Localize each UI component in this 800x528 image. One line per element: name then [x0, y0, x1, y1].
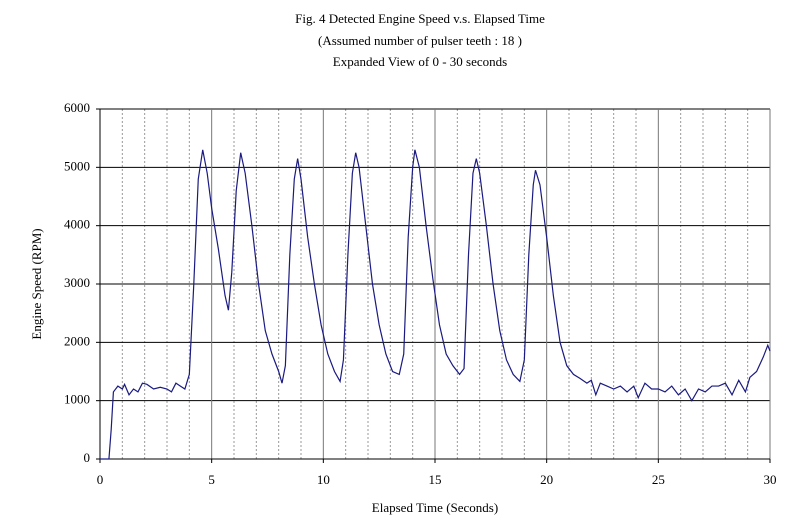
chart-title: Fig. 4 Detected Engine Speed v.s. Elapse…: [295, 11, 545, 26]
chart-subtitle: (Assumed number of pulser teeth : 18 ): [318, 33, 522, 48]
x-tick-label: 10: [317, 472, 330, 487]
y-tick-label: 4000: [64, 217, 90, 232]
data-line: [100, 149, 771, 460]
x-tick-label: 30: [764, 472, 777, 487]
y-tick-label: 1000: [64, 392, 90, 407]
x-tick-label: 5: [208, 472, 215, 487]
y-axis-label: Engine Speed (RPM): [29, 228, 44, 339]
y-tick-label: 5000: [64, 158, 90, 173]
x-tick-label: 20: [540, 472, 553, 487]
x-axis-label: Elapsed Time (Seconds): [372, 500, 498, 515]
y-tick-label: 2000: [64, 333, 90, 348]
y-tick-label: 6000: [64, 100, 90, 115]
x-tick-label: 15: [429, 472, 442, 487]
x-tick-label: 25: [652, 472, 665, 487]
y-tick-label: 3000: [64, 275, 90, 290]
y-tick-label: 0: [84, 450, 91, 465]
chart-subtitle: Expanded View of 0 - 30 seconds: [333, 54, 507, 69]
x-tick-label: 0: [97, 472, 104, 487]
